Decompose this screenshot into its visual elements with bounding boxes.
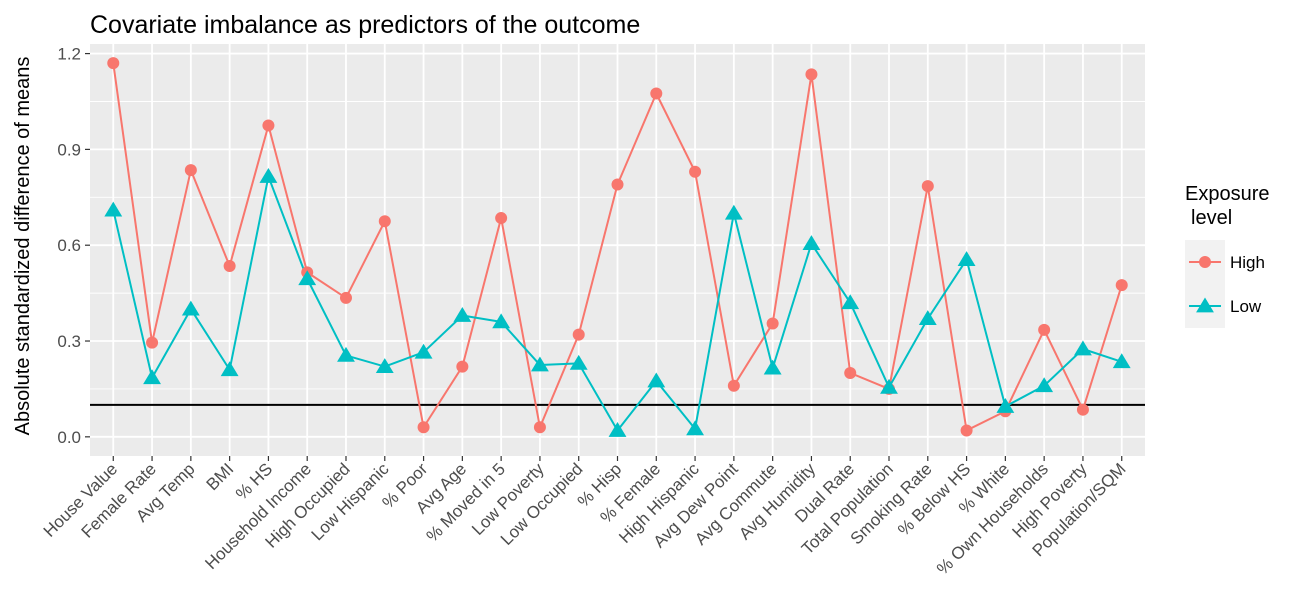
point-high	[495, 212, 508, 225]
legend-label-low: Low	[1230, 297, 1262, 316]
point-low	[220, 361, 239, 377]
point-low	[647, 372, 666, 388]
point-high	[572, 328, 585, 341]
point-low	[957, 251, 976, 266]
legend: Exposure level High Low	[1185, 183, 1270, 328]
y-axis-title: Absolute standardized difference of mean…	[12, 57, 34, 436]
plot-panel	[90, 44, 1145, 456]
point-low	[375, 358, 394, 373]
point-low	[1035, 377, 1054, 393]
legend-label-high: High	[1230, 253, 1265, 272]
y-tick-label: 0.6	[57, 236, 81, 255]
point-low	[1074, 340, 1092, 356]
point-low	[686, 420, 704, 436]
point-high	[844, 366, 857, 379]
point-low	[569, 354, 588, 370]
point-high	[960, 424, 973, 437]
y-tick-label: 1.2	[57, 45, 81, 64]
point-high	[1115, 279, 1128, 292]
point-low	[453, 306, 472, 322]
point-high	[339, 291, 352, 304]
legend-key-marker	[1196, 297, 1214, 313]
y-tick-label: 0.3	[57, 332, 81, 351]
point-high	[184, 164, 197, 177]
point-high	[1038, 323, 1051, 336]
point-high	[417, 421, 430, 434]
point-low	[181, 300, 200, 316]
point-high	[223, 259, 236, 272]
point-high	[456, 360, 469, 373]
point-low	[531, 356, 549, 372]
point-high	[766, 317, 779, 330]
point-low	[104, 201, 123, 217]
point-low	[802, 235, 821, 250]
point-low	[841, 294, 860, 310]
point-high	[146, 336, 159, 349]
point-low	[337, 346, 355, 362]
point-low	[414, 343, 433, 359]
point-high	[1076, 403, 1089, 416]
point-low	[996, 397, 1015, 413]
legend-title-line2: level	[1191, 207, 1232, 229]
point-low	[298, 270, 317, 286]
point-high	[107, 57, 120, 70]
legend-key-marker	[1199, 256, 1211, 268]
point-low	[608, 421, 627, 437]
chart-title: Covariate imbalance as predictors of the…	[90, 11, 640, 39]
point-low	[763, 359, 782, 375]
y-tick-label: 0.9	[57, 140, 81, 159]
point-low	[724, 204, 743, 220]
legend-title-line1: Exposure	[1185, 183, 1270, 205]
point-high	[533, 421, 546, 434]
point-high	[378, 215, 391, 228]
y-tick-label: 0.0	[57, 428, 81, 447]
point-high	[611, 178, 624, 191]
point-high	[921, 180, 934, 193]
point-low	[880, 378, 898, 394]
point-low	[918, 310, 937, 326]
point-low	[143, 369, 161, 385]
point-low	[259, 168, 278, 183]
point-low	[492, 313, 511, 329]
point-high	[689, 165, 702, 178]
point-high	[727, 379, 740, 392]
point-high	[650, 87, 663, 100]
point-high	[805, 68, 818, 81]
point-low	[1112, 353, 1131, 369]
point-high	[262, 119, 275, 132]
